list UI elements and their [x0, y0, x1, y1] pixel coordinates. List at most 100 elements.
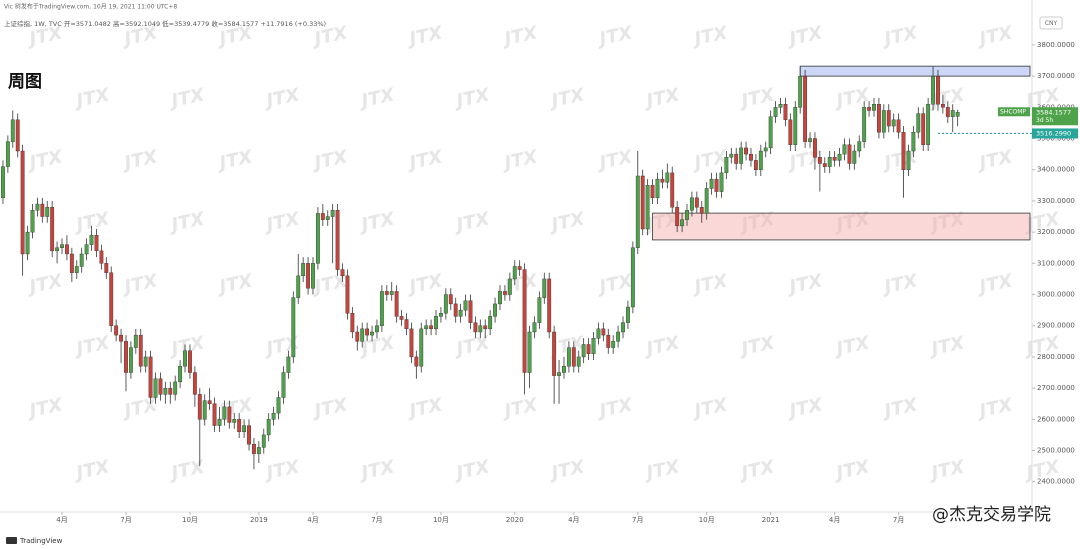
candle-body: [936, 75, 940, 105]
candle-body: [606, 334, 611, 348]
candle-body: [232, 419, 237, 423]
candle-body: [680, 219, 684, 227]
candle-body: [306, 263, 310, 289]
candle-body: [30, 210, 35, 233]
candle-body: [20, 150, 25, 255]
candle-body: [665, 172, 670, 183]
y-tick-label: 3200.0000: [1037, 228, 1075, 236]
symbol-name: SHCOMP: [1000, 108, 1026, 115]
candle-body: [448, 294, 453, 305]
candle-body: [10, 119, 15, 142]
candle-body: [153, 378, 158, 398]
y-tick-label: 2800.0000: [1037, 353, 1075, 361]
candle-body: [940, 104, 945, 108]
y-tick-label: 2500.0000: [1037, 447, 1075, 455]
candle-body: [906, 150, 911, 170]
y-tick-label: 3300.0000: [1037, 197, 1075, 205]
y-tick-label: 3500.0000: [1037, 135, 1075, 143]
y-tick-label: 3400.0000: [1037, 166, 1075, 174]
candle-body: [429, 325, 434, 330]
y-tick-label: 3100.0000: [1037, 259, 1075, 267]
candle-body: [645, 185, 650, 230]
candle-body: [724, 157, 729, 174]
candle-body: [394, 291, 399, 317]
candle-body: [675, 206, 680, 227]
candle-body: [566, 347, 571, 367]
candle-body: [601, 328, 606, 336]
x-tick-label: 4月: [829, 516, 840, 524]
candle-body: [714, 178, 719, 192]
candle-body: [25, 231, 30, 255]
candle-body: [50, 206, 55, 252]
candle-body: [335, 210, 340, 270]
candle-body: [655, 178, 660, 199]
candle-body: [911, 132, 916, 152]
candle-body: [197, 394, 202, 420]
candle-body: [793, 107, 798, 145]
candle-body: [478, 325, 483, 333]
candle-body: [350, 313, 355, 333]
candle-body: [325, 216, 330, 220]
candle-body: [783, 104, 788, 121]
candle-body: [84, 244, 89, 255]
x-tick-label: 10月: [699, 516, 715, 524]
candle-body: [896, 119, 901, 133]
candle-body: [217, 419, 222, 426]
candle-body: [379, 291, 384, 326]
candle-body: [872, 104, 876, 111]
x-tick-label: 10月: [182, 516, 198, 524]
candle-body: [256, 447, 261, 454]
candle-body: [79, 253, 84, 267]
candle-body: [188, 350, 192, 373]
candle-body: [827, 157, 832, 167]
candle-body: [315, 213, 320, 264]
candle-body: [955, 112, 960, 117]
candle-body: [517, 266, 522, 270]
candle-body: [788, 119, 793, 145]
candle-body: [921, 113, 926, 145]
candle-body: [862, 107, 867, 142]
candle-body: [778, 104, 783, 108]
candle-body: [699, 206, 704, 214]
candle-body: [424, 325, 429, 330]
candle-body: [434, 316, 438, 330]
candle-body: [685, 210, 689, 220]
currency-box: [1039, 16, 1063, 30]
candle-body: [74, 266, 79, 273]
candle-body: [689, 197, 694, 211]
candle-body: [247, 425, 251, 445]
candle-body: [60, 244, 64, 248]
candle-body: [837, 153, 842, 161]
candle-body: [69, 253, 74, 273]
candle-body: [301, 263, 306, 277]
candle-body: [360, 328, 365, 342]
candle-body: [709, 178, 714, 189]
candle-body: [173, 381, 178, 395]
candle-body: [817, 157, 822, 164]
candle-body: [507, 278, 512, 295]
candle-body: [773, 107, 778, 117]
candle-body: [119, 334, 123, 342]
candle-body: [537, 297, 542, 323]
candle-body: [926, 104, 931, 145]
candle-body: [581, 344, 586, 358]
candle-body: [744, 147, 748, 155]
candle-body: [276, 397, 281, 414]
candle-body: [458, 309, 463, 317]
candle-body: [419, 328, 424, 367]
candle-body: [1, 166, 5, 199]
candle-body: [15, 119, 20, 152]
candle-body: [611, 341, 616, 348]
candle-body: [168, 387, 173, 395]
candle-body: [670, 172, 675, 208]
candle-body: [852, 150, 857, 164]
candle-body: [261, 434, 266, 448]
candle-body: [591, 338, 596, 355]
candle-body: [55, 247, 60, 252]
candle-body: [404, 319, 409, 330]
candle-body: [345, 275, 350, 314]
candle-body: [729, 153, 734, 158]
candle-body: [562, 366, 566, 373]
candle-body: [202, 400, 207, 420]
